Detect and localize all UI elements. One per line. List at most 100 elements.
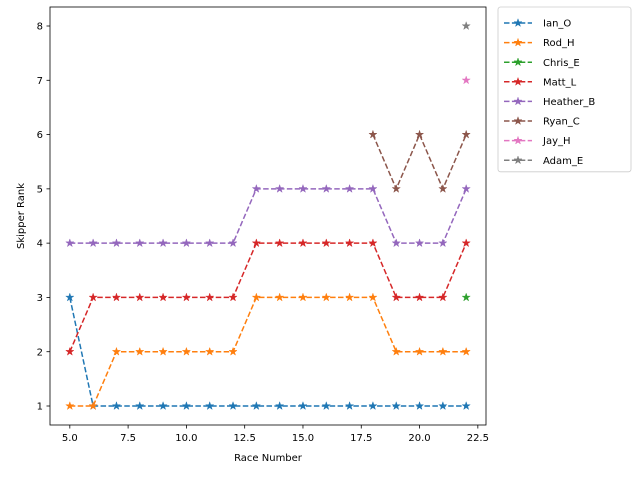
data-point-ian-o [414, 400, 425, 411]
data-point-heather-b [135, 238, 145, 248]
data-point-rod-h [368, 292, 378, 302]
data-point-matt-l [134, 292, 145, 302]
legend-marker-rod-h [513, 37, 523, 47]
y-tick-label: 8 [37, 22, 43, 33]
axes-frame [49, 6, 487, 426]
legend-label-heather-b: Heather_B [543, 97, 595, 108]
data-point-rod-h [344, 292, 355, 302]
legend-label-jay-h: Jay_H [542, 136, 571, 147]
data-point-ian-o [228, 400, 238, 411]
data-point-heather-b [111, 238, 122, 248]
data-point-ian-o [274, 400, 285, 411]
legend-label-adam-e: Adam_E [543, 156, 583, 167]
data-point-adam-e [461, 20, 471, 31]
data-point-matt-l [204, 292, 215, 302]
data-point-heather-b [391, 238, 401, 248]
data-point-ryan-c [461, 129, 471, 139]
data-point-heather-b [88, 238, 98, 248]
y-tick-label: 1 [37, 402, 43, 413]
x-tick-label: 20.0 [408, 433, 430, 444]
series-line-heather-b [69, 188, 467, 244]
data-point-matt-l [181, 292, 192, 302]
data-point-heather-b [228, 238, 238, 248]
data-point-ian-o [65, 292, 75, 302]
series-lines [69, 132, 467, 407]
data-point-ian-o [368, 400, 378, 411]
data-point-matt-l [368, 238, 378, 248]
data-point-matt-l [438, 292, 448, 302]
legend-label-ryan-c: Ryan_C [543, 117, 580, 128]
data-point-rod-h [134, 346, 145, 356]
data-point-heather-b [321, 183, 332, 193]
x-tick-label: 15.0 [292, 433, 314, 444]
data-point-heather-b [414, 238, 425, 248]
data-point-ryan-c [438, 183, 448, 193]
legend-marker-jay-h [513, 135, 523, 145]
data-point-matt-l [298, 238, 308, 248]
data-point-rod-h [321, 292, 332, 302]
legend-label-ian-o: Ian_O [543, 19, 571, 30]
data-point-heather-b [461, 183, 471, 193]
data-point-matt-l [158, 292, 168, 302]
y-tick-label: 2 [37, 347, 43, 358]
legend-marker-ryan-c [513, 115, 523, 126]
data-point-matt-l [111, 292, 122, 302]
data-point-rod-h [391, 346, 402, 356]
data-point-matt-l [321, 238, 332, 248]
data-point-heather-b [298, 183, 308, 193]
data-point-ian-o [135, 400, 145, 411]
legend: Ian_O Rod_H Chris_E Matt_L Heather_B Ryan_C Ja… [497, 6, 632, 173]
data-point-rod-h [65, 400, 75, 411]
data-point-rod-h [461, 346, 471, 356]
data-point-ian-o [298, 400, 308, 411]
y-axis-label: Skipper Rank [16, 183, 27, 249]
x-tick-label: 7.5 [120, 433, 136, 444]
data-point-ian-o [181, 400, 192, 411]
data-point-rod-h [438, 346, 448, 356]
data-point-matt-l [88, 292, 98, 302]
y-tick-label: 3 [37, 293, 43, 304]
data-point-rod-h [111, 346, 122, 356]
data-point-matt-l [251, 238, 262, 248]
data-point-ian-o [158, 400, 168, 411]
series-line-ryan-c [372, 132, 467, 191]
data-point-heather-b [204, 238, 215, 248]
x-axis-ticks: 5.0 7.5 10.0 12.5 15.0 17.5 20.0 22.5 [62, 425, 489, 444]
x-tick-label: 5.0 [62, 433, 78, 444]
data-point-rod-h [298, 292, 308, 302]
data-point-ian-o [251, 400, 262, 411]
data-point-matt-l [65, 346, 75, 356]
data-point-heather-b [181, 238, 192, 248]
data-point-ian-o [321, 400, 332, 411]
y-tick-label: 7 [37, 76, 43, 87]
series-line-rod-h [69, 296, 467, 407]
data-point-matt-l [228, 292, 238, 302]
data-point-ian-o [204, 400, 215, 411]
x-axis-label: Race Number [234, 453, 303, 464]
legend-marker-matt-l [513, 76, 523, 86]
x-tick-label: 22.5 [467, 433, 489, 444]
data-point-rod-h [251, 292, 262, 302]
data-point-heather-b [158, 238, 168, 248]
y-axis-ticks: 1 2 3 4 5 6 7 8 [37, 22, 50, 413]
data-point-ian-o [111, 400, 122, 411]
data-point-rod-h [204, 346, 215, 356]
data-point-matt-l [274, 238, 285, 248]
data-point-ryan-c [414, 129, 425, 139]
data-point-rod-h [88, 400, 98, 411]
data-point-heather-b [368, 183, 378, 193]
legend-marker-chris-e [513, 57, 523, 67]
data-point-heather-b [251, 183, 262, 193]
data-point-ian-o [344, 400, 355, 411]
series-line-ian-o [69, 297, 467, 407]
data-point-jay-h [461, 75, 471, 85]
data-point-matt-l [414, 292, 425, 302]
data-point-ian-o [461, 400, 471, 411]
data-point-ryan-c [391, 183, 402, 193]
data-point-matt-l [391, 292, 402, 302]
y-tick-label: 6 [37, 130, 43, 141]
legend-label-matt-l: Matt_L [543, 77, 577, 88]
data-point-matt-l [461, 238, 471, 248]
series-line-matt-l [69, 242, 467, 353]
